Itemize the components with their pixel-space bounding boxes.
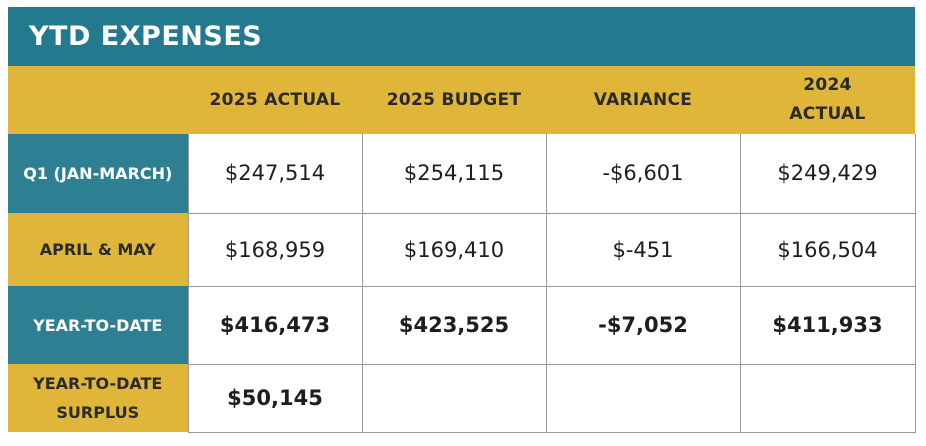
header-variance: VARIANCE xyxy=(546,66,740,134)
cell-2024-actual: $411,933 xyxy=(739,286,916,365)
cell-2024-actual xyxy=(739,364,916,433)
cell-2025-actual: $416,473 xyxy=(187,286,362,365)
table-row: APRIL & MAY $168,959 $169,410 $-451 $166… xyxy=(8,213,916,287)
header-2024-actual: 2024 ACTUAL xyxy=(740,66,915,134)
table-row: Q1 (JAN-MARCH) $247,514 $254,115 -$6,601… xyxy=(8,134,916,214)
row-label-q1: Q1 (JAN-MARCH) xyxy=(8,134,188,213)
cell-2025-actual: $50,145 xyxy=(187,364,362,433)
cell-2025-budget: $423,525 xyxy=(361,286,546,365)
header-2025-actual: 2025 ACTUAL xyxy=(188,66,362,134)
row-label-ytd-surplus: YEAR-TO-DATE SURPLUS xyxy=(8,364,188,432)
expenses-table: 2025 ACTUAL 2025 BUDGET VARIANCE 2024 AC… xyxy=(8,66,916,433)
row-label-april-may: APRIL & MAY xyxy=(8,213,188,286)
row-label-ytd-surplus-line1: YEAR-TO-DATE xyxy=(33,374,163,393)
cell-2024-actual: $166,504 xyxy=(739,213,916,287)
table-row: YEAR-TO-DATE $416,473 $423,525 -$7,052 $… xyxy=(8,286,916,365)
cell-2025-budget: $254,115 xyxy=(361,134,546,214)
row-label-ytd-surplus-line2: SURPLUS xyxy=(56,403,140,422)
ytd-expenses-card: YTD EXPENSES 2025 ACTUAL 2025 BUDGET VAR… xyxy=(8,7,916,433)
cell-2025-budget xyxy=(361,364,546,433)
header-empty xyxy=(8,66,188,134)
cell-2025-actual: $168,959 xyxy=(187,213,362,287)
cell-variance xyxy=(545,364,740,433)
row-label-ytd: YEAR-TO-DATE xyxy=(8,286,188,364)
title-bar: YTD EXPENSES xyxy=(8,7,915,66)
cell-2024-actual: $249,429 xyxy=(739,134,916,214)
cell-2025-actual: $247,514 xyxy=(187,134,362,214)
table-title: YTD EXPENSES xyxy=(29,21,263,52)
header-2024-actual-line1: 2024 xyxy=(803,75,852,95)
header-2025-budget: 2025 BUDGET xyxy=(362,66,546,134)
cell-2025-budget: $169,410 xyxy=(361,213,546,287)
cell-variance: -$7,052 xyxy=(545,286,740,365)
table-row: YEAR-TO-DATE SURPLUS $50,145 xyxy=(8,364,916,433)
header-row: 2025 ACTUAL 2025 BUDGET VARIANCE 2024 AC… xyxy=(8,66,915,134)
header-2024-actual-line2: ACTUAL xyxy=(789,104,866,124)
cell-variance: $-451 xyxy=(545,213,740,287)
cell-variance: -$6,601 xyxy=(545,134,740,214)
